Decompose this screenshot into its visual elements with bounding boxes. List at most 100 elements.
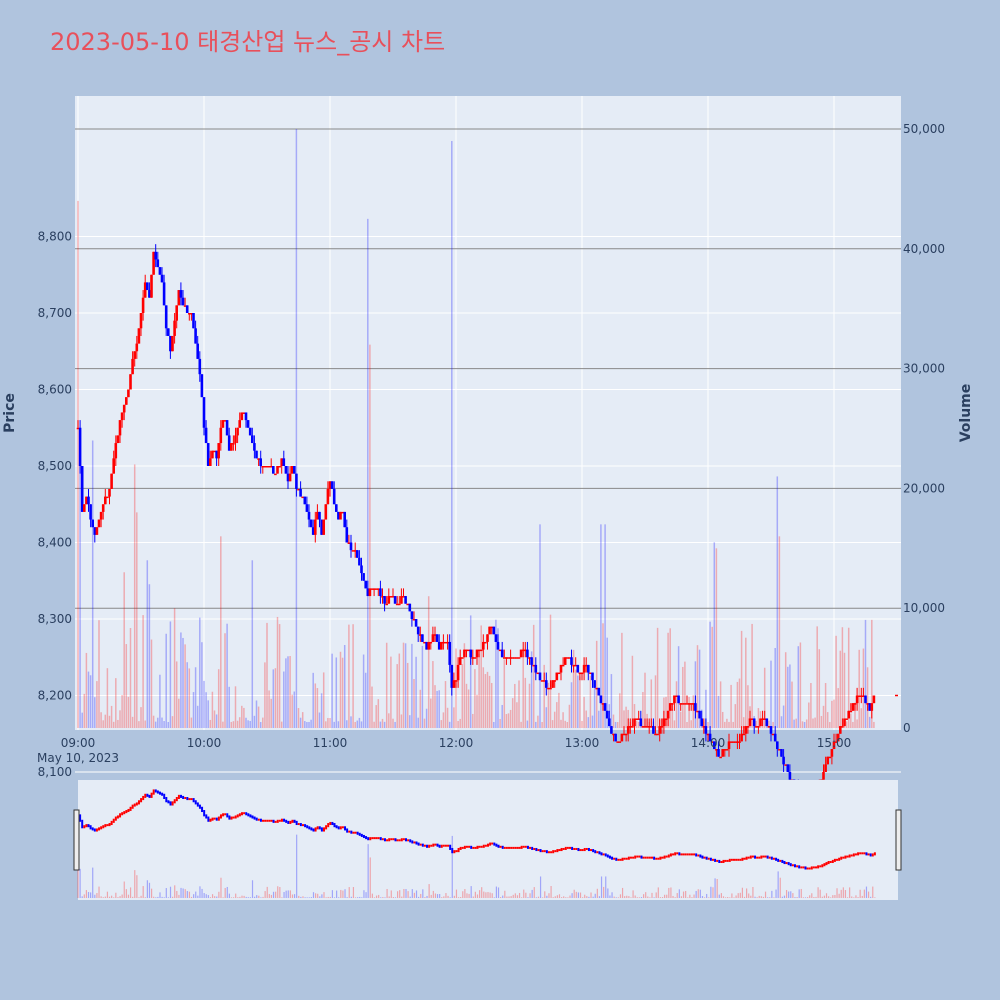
volume-bar (522, 648, 524, 728)
candle-body (78, 427, 82, 466)
candle-body (433, 634, 437, 636)
volume-bar (379, 721, 382, 728)
candle-body (154, 251, 157, 260)
range-slider-right-handle[interactable] (895, 809, 902, 871)
candle-body (118, 420, 122, 436)
price-tick-label: 8,600 (38, 383, 72, 397)
volume-bar (316, 688, 319, 728)
candle-body (723, 749, 727, 751)
candle-body (681, 703, 685, 705)
candle-body (696, 710, 699, 713)
candle-body (429, 641, 433, 644)
candle-body (860, 695, 863, 697)
candle-body (551, 680, 554, 688)
candle-body (101, 504, 105, 512)
volume-bar (203, 680, 205, 728)
candle-body (668, 703, 672, 711)
volume-bar (448, 721, 451, 728)
candle-body (351, 550, 355, 552)
volume-bar (751, 623, 753, 728)
volume-bar (77, 200, 79, 728)
candle-body (849, 710, 853, 713)
candle-body (217, 443, 220, 459)
candle-body (664, 718, 668, 720)
volume-bar (654, 675, 657, 728)
candle-body (353, 550, 357, 552)
candle-body (708, 733, 712, 742)
range-slider-left-handle[interactable] (73, 809, 80, 871)
volume-bar (543, 664, 545, 728)
candle-body (368, 588, 372, 597)
candle-body (194, 328, 197, 344)
candle-body (713, 741, 716, 750)
volume-bar (858, 649, 860, 728)
candle-body (555, 672, 559, 681)
volume-bar (484, 674, 487, 728)
candle-body (482, 641, 485, 650)
candle-body (519, 649, 523, 658)
volume-bar (304, 721, 306, 728)
candle-body (299, 488, 302, 497)
candle-body (404, 596, 407, 604)
volume-bar (488, 675, 491, 728)
volume-axis-title: Volume (958, 384, 974, 443)
volume-bar (144, 720, 146, 728)
candle-body (475, 649, 479, 658)
range-slider[interactable] (73, 780, 902, 900)
candle-body (162, 282, 166, 306)
volume-bar (740, 630, 743, 728)
volume-bar (396, 664, 398, 728)
volume-bar (184, 644, 186, 728)
candle-body (654, 733, 657, 736)
volume-bar (394, 721, 396, 728)
candle-body (427, 641, 430, 650)
candle-body (650, 726, 653, 728)
candle-body (782, 756, 785, 765)
volume-bar (829, 722, 831, 728)
volume-bar (742, 717, 745, 728)
candle-body (511, 657, 514, 659)
candle-body (385, 603, 388, 606)
candle-body (318, 511, 321, 520)
plot-area[interactable] (75, 96, 901, 730)
volume-bar (635, 720, 638, 728)
volume-bar (715, 548, 718, 728)
volume-bar (459, 718, 461, 728)
candle-body (410, 611, 414, 619)
volume-bar (404, 643, 407, 728)
candle-body (677, 695, 680, 704)
candle-body (599, 695, 603, 704)
volume-bar (768, 720, 770, 728)
candle-body (561, 664, 565, 667)
volume-bar (390, 656, 392, 728)
candle-body (246, 420, 250, 428)
candle-body (347, 542, 351, 544)
candle-body (486, 634, 489, 642)
candle-body (725, 749, 729, 751)
candle-body (660, 726, 664, 728)
volume-bar (478, 653, 480, 728)
volume-bar (247, 720, 249, 728)
volume-bar (436, 690, 438, 728)
volume-bar (322, 672, 325, 728)
volume-bar (434, 685, 436, 728)
candle-body (274, 473, 277, 476)
candle-body (637, 718, 640, 720)
volume-bar (535, 721, 537, 728)
volume-bar (782, 705, 785, 728)
candle-body (500, 649, 504, 658)
volume-bar (619, 693, 621, 728)
candle-body (484, 641, 487, 644)
volume-bar (558, 692, 560, 728)
volume-bar (801, 721, 804, 728)
candle-body (286, 473, 290, 482)
volume-bar (385, 642, 388, 728)
volume-bar (847, 627, 850, 728)
volume-bar (818, 649, 821, 728)
volume-bar (770, 660, 772, 728)
candle-body (614, 733, 617, 742)
volume-bar (675, 681, 678, 728)
volume-bar (341, 657, 344, 728)
candle-body (857, 695, 861, 697)
volume-bar (79, 452, 81, 728)
